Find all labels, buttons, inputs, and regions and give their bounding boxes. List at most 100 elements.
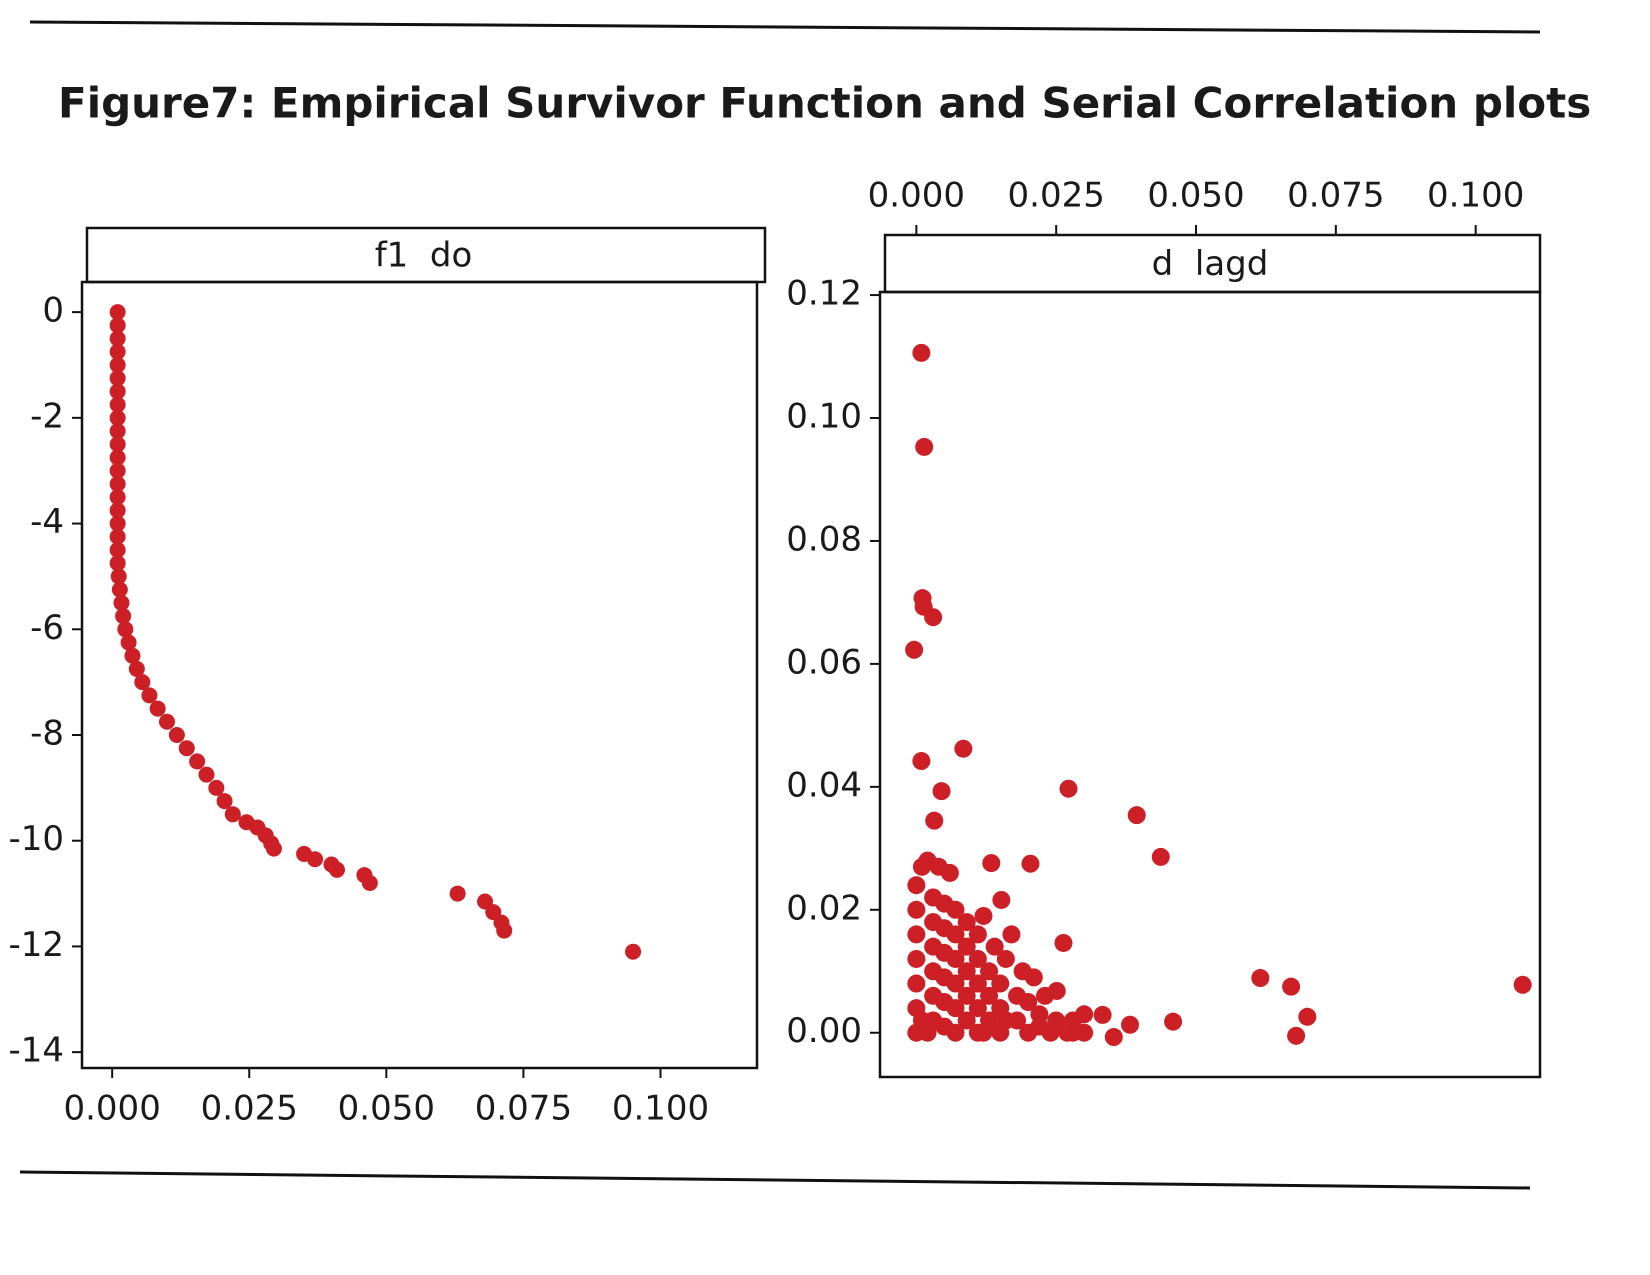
point <box>111 581 128 598</box>
point <box>968 925 987 944</box>
point <box>109 330 126 347</box>
point <box>113 594 130 611</box>
point <box>925 811 944 830</box>
point <box>940 863 959 882</box>
point <box>1075 1005 1094 1024</box>
y-tick-label: -6 <box>30 608 64 648</box>
point <box>109 449 126 466</box>
point <box>957 1011 976 1030</box>
point <box>496 922 513 939</box>
point <box>968 999 987 1018</box>
x-tick-label: 0.000 <box>868 176 965 216</box>
point <box>912 752 931 771</box>
point <box>915 437 934 456</box>
point <box>954 739 973 758</box>
point <box>968 974 987 993</box>
y-tick-label: 0.02 <box>786 888 862 928</box>
point <box>109 528 126 545</box>
point <box>907 900 926 919</box>
point <box>449 885 466 902</box>
point <box>1059 779 1078 798</box>
point <box>109 541 126 558</box>
point <box>109 343 126 360</box>
point <box>307 851 324 868</box>
point <box>1030 1005 1049 1024</box>
x-tick-label: 0.050 <box>338 1089 435 1129</box>
point <box>1047 1011 1066 1030</box>
point <box>109 396 126 413</box>
point <box>996 949 1015 968</box>
point <box>980 962 999 981</box>
point <box>625 943 642 960</box>
point <box>907 974 926 993</box>
point <box>980 986 999 1005</box>
point <box>1164 1012 1183 1031</box>
point <box>110 568 127 585</box>
x-tick-label: 0.025 <box>201 1089 298 1129</box>
point <box>907 925 926 944</box>
point <box>957 937 976 956</box>
point <box>1075 1023 1094 1042</box>
y-tick-label: 0.00 <box>786 1011 862 1051</box>
x-tick-label: 0.075 <box>475 1089 572 1129</box>
point <box>109 436 126 453</box>
point <box>124 647 141 664</box>
point <box>946 900 965 919</box>
point <box>149 700 166 717</box>
point <box>1513 975 1532 994</box>
point <box>1298 1007 1317 1026</box>
y-tick-label: -8 <box>30 713 64 753</box>
point <box>1054 933 1073 952</box>
x-tick-label: 0.100 <box>1427 176 1524 216</box>
point <box>328 861 345 878</box>
point <box>117 621 134 638</box>
point <box>912 1011 931 1030</box>
point <box>109 462 126 479</box>
point <box>912 343 931 362</box>
point <box>120 634 137 651</box>
y-tick-label: 0.10 <box>786 397 862 437</box>
point <box>1019 993 1038 1012</box>
y-tick-label: -10 <box>8 819 64 859</box>
point <box>946 925 965 944</box>
point <box>178 740 195 757</box>
point <box>361 874 378 891</box>
y-tick-label: 0.06 <box>786 642 862 682</box>
point <box>924 608 943 627</box>
point <box>109 555 126 572</box>
x-tick-label: 0.050 <box>1147 176 1244 216</box>
point <box>907 949 926 968</box>
point <box>1127 806 1146 825</box>
point <box>992 890 1011 909</box>
point <box>1024 968 1043 987</box>
point <box>905 640 924 659</box>
point <box>189 753 206 770</box>
point <box>115 608 132 625</box>
point <box>128 660 145 677</box>
x-tick-label: 0.000 <box>63 1089 160 1129</box>
point <box>109 356 126 373</box>
y-tick-label: -14 <box>8 1031 64 1071</box>
point <box>946 1023 965 1042</box>
point <box>974 1023 993 1042</box>
point <box>109 423 126 440</box>
plot-frame <box>80 280 759 1070</box>
y-tick-label: -2 <box>30 396 64 436</box>
point <box>968 949 987 968</box>
point <box>1121 1015 1140 1034</box>
point <box>224 806 241 823</box>
y-tick-label: -4 <box>30 502 64 542</box>
point <box>1282 977 1301 996</box>
panel-header <box>85 226 767 284</box>
point <box>974 906 993 925</box>
point <box>134 674 151 691</box>
point <box>946 949 965 968</box>
point <box>109 383 126 400</box>
point <box>946 974 965 993</box>
point <box>168 726 185 743</box>
y-tick-label: -12 <box>8 925 64 965</box>
point <box>1093 1005 1112 1024</box>
point <box>265 840 282 857</box>
